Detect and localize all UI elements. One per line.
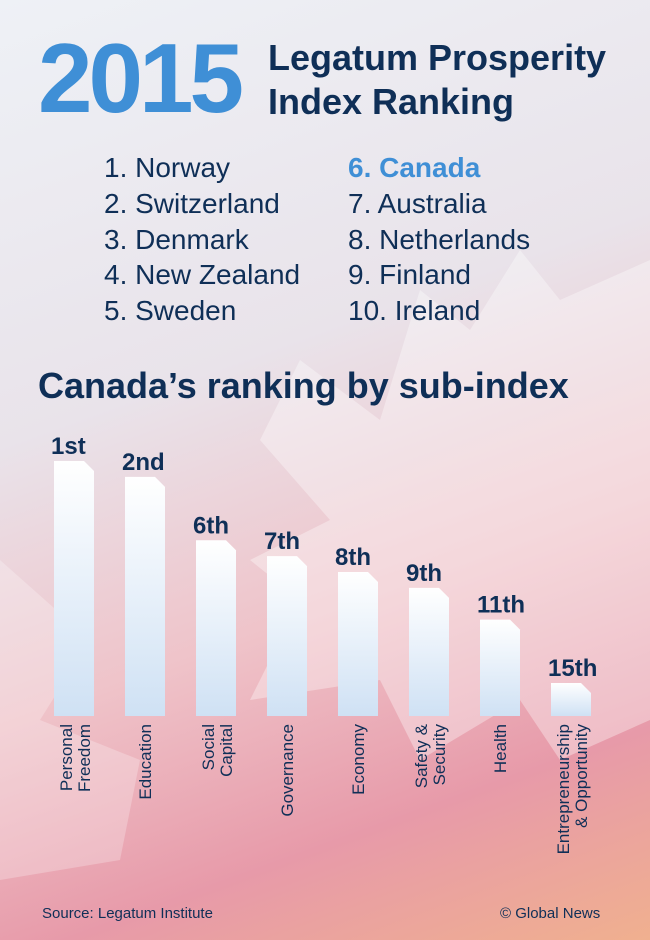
bar-1	[54, 461, 94, 716]
rank-item-9: 9. Finland	[348, 259, 471, 290]
title-line-1: Legatum Prosperity	[268, 37, 607, 78]
category-label: Education	[136, 724, 155, 800]
bar-6	[409, 587, 449, 716]
category-label-line: Social	[199, 724, 218, 770]
category-label: Governance	[278, 724, 297, 817]
category-label-line: Education	[136, 724, 155, 800]
bar-3	[196, 540, 236, 716]
category-label: Health	[491, 724, 510, 773]
bar-value-label: 15th	[548, 655, 597, 682]
bar-value-label: 6th	[193, 512, 229, 539]
category-label-line: Safety &	[412, 723, 431, 788]
category-label: Entrepreneurship & Opportunity	[554, 724, 591, 855]
rank-item-8: 8. Netherlands	[348, 224, 531, 255]
category-label-line: Capital	[217, 724, 236, 777]
bar-value-label: 8th	[335, 544, 371, 571]
rank-item-7: 7. Australia	[348, 188, 487, 219]
rank-item-6-highlight: 6. Canada	[348, 152, 481, 183]
rank-item-5: 5. Sweden	[104, 295, 237, 326]
title-line-2: Index Ranking	[268, 81, 515, 122]
bar-4	[267, 556, 307, 716]
year-heading: 2015	[38, 23, 244, 133]
category-label-line: Governance	[278, 724, 297, 817]
rank-item-4: 4. New Zealand	[104, 259, 301, 290]
category-label-line: Health	[491, 724, 510, 773]
bar-5	[338, 572, 378, 716]
category-label-line: Entrepreneurship	[554, 724, 573, 854]
chart-title: Canada’s ranking by sub-index	[38, 365, 569, 406]
category-label-line: Economy	[349, 724, 368, 795]
category-label-line: Personal	[57, 724, 76, 791]
sub-index-bar-chart: 1st Personal Freedom 2nd Education 6th Social C…	[51, 433, 597, 855]
category-label: Economy	[349, 724, 368, 795]
bar-value-label: 1st	[51, 433, 86, 460]
category-label: Social Capital	[199, 724, 236, 777]
bar-value-label: 9th	[406, 560, 442, 587]
rank-item-3: 3. Denmark	[104, 224, 249, 255]
category-label-line: Freedom	[75, 724, 94, 792]
bar-value-label: 7th	[264, 528, 300, 555]
rank-item-2: 2. Switzerland	[104, 188, 280, 219]
bar-8	[551, 683, 591, 716]
bar-2	[125, 476, 165, 716]
category-label: Safety & Security	[412, 723, 449, 788]
category-label-line: & Opportunity	[572, 724, 591, 828]
bar-value-label: 2nd	[122, 449, 165, 476]
bar-7	[480, 619, 520, 716]
category-label-line: Security	[430, 724, 449, 786]
category-label: Personal Freedom	[57, 724, 94, 792]
bar-value-label: 11th	[477, 592, 525, 619]
credit-note: © Global News	[500, 905, 601, 922]
rank-item-1: 1. Norway	[104, 152, 231, 183]
source-note: Source: Legatum Institute	[42, 905, 213, 922]
rank-item-10: 10. Ireland	[348, 295, 481, 326]
